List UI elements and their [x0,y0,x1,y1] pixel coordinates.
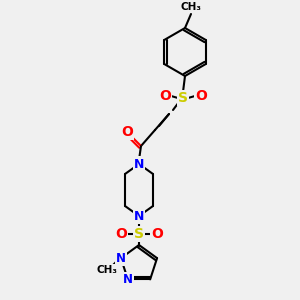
Text: S: S [134,227,144,241]
Text: O: O [151,227,163,241]
Text: O: O [115,227,127,241]
Text: CH₃: CH₃ [181,2,202,12]
Text: N: N [123,273,133,286]
Text: N: N [134,158,144,170]
Text: O: O [159,89,171,103]
Text: N: N [134,209,144,223]
Text: CH₃: CH₃ [96,265,117,275]
Text: S: S [178,91,188,105]
Text: N: N [116,252,126,265]
Text: N: N [134,158,144,170]
Text: O: O [195,89,207,103]
Text: O: O [121,125,133,139]
